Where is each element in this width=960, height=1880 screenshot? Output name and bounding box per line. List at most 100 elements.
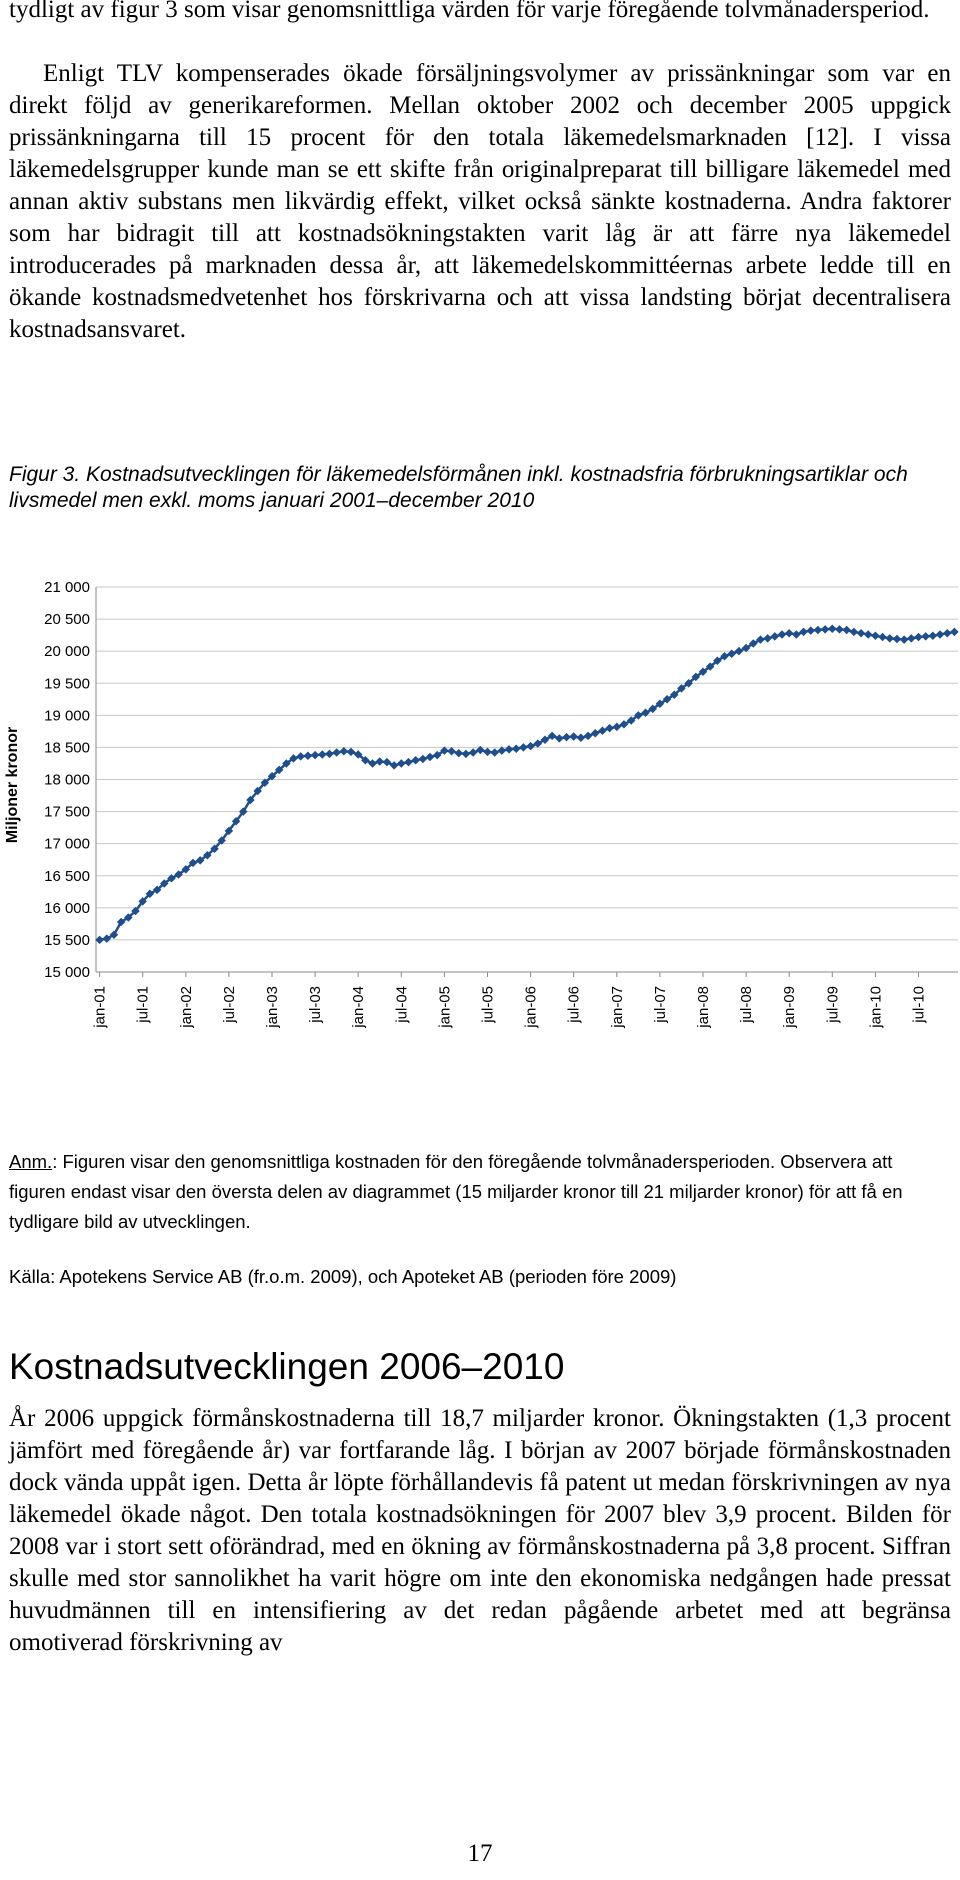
- data-point: [253, 786, 262, 796]
- x-tick-label: jan-02: [178, 986, 195, 1029]
- data-point: [404, 757, 413, 767]
- data-point: [318, 750, 327, 759]
- data-point: [167, 874, 176, 883]
- grid-lines: [96, 586, 958, 973]
- page-number: 17: [467, 1840, 493, 1867]
- data-point: [842, 625, 851, 635]
- data-point: [389, 761, 399, 770]
- data-point: [195, 856, 205, 865]
- data-point: [547, 731, 557, 741]
- data-point: [375, 757, 384, 766]
- data-point: [799, 627, 808, 637]
- data-point: [131, 906, 140, 916]
- data-point: [368, 759, 377, 768]
- data-point: [885, 634, 895, 643]
- y-tick-label: 15 000: [44, 964, 90, 981]
- axes: [95, 587, 958, 977]
- data-point: [447, 747, 456, 756]
- data-point: [504, 745, 514, 754]
- x-tick-label: jul-09: [824, 986, 841, 1024]
- data-point: [461, 749, 471, 759]
- data-point: [181, 865, 191, 874]
- data-point: [95, 935, 104, 945]
- y-axis-label: Miljoner kronor: [4, 727, 21, 843]
- note-label: Anm.: [9, 1151, 53, 1172]
- data-point: [231, 816, 241, 826]
- data-point: [942, 628, 952, 638]
- data-point: [734, 646, 744, 656]
- data-point: [418, 754, 428, 764]
- data-point: [813, 625, 823, 635]
- data-point: [576, 733, 586, 743]
- data-point: [289, 754, 298, 763]
- section-heading: Kostnadsutvecklingen 2006–2010: [9, 1346, 565, 1387]
- x-tick-label: jul-08: [738, 986, 755, 1024]
- data-point: [239, 807, 248, 816]
- data-point: [188, 858, 198, 868]
- x-tick-label: jan-04: [350, 986, 367, 1029]
- data-point: [339, 747, 349, 756]
- y-tick-label: 21 000: [44, 579, 90, 596]
- x-tick-label: jan-10: [867, 986, 884, 1029]
- data-point: [756, 635, 765, 644]
- y-tick-label: 15 500: [44, 932, 90, 949]
- y-tick-label: 17 000: [44, 836, 90, 853]
- x-tick-label: jan-01: [92, 986, 109, 1029]
- data-point: [411, 756, 420, 765]
- data-point: [763, 634, 772, 643]
- data-point: [835, 625, 844, 634]
- data-point: [483, 747, 492, 757]
- data-point: [806, 626, 815, 635]
- y-tick-labels: 15 000 15 500 16 000 16 500 17 000 17 500 18 0…: [44, 579, 90, 981]
- data-point: [497, 746, 507, 755]
- section-paragraph: År 2006 uppgick förmånskostnaderna till …: [9, 1405, 951, 1656]
- y-tick-label: 19 000: [44, 707, 90, 724]
- data-point: [562, 732, 571, 742]
- data-points: [95, 624, 959, 945]
- data-point: [583, 731, 593, 741]
- data-point: [950, 627, 959, 637]
- note-text: : Figuren visar den genomsnittliga kostn…: [9, 1151, 903, 1232]
- intro-paragraph-2: Enligt TLV kompenserades ökade försäljni…: [9, 60, 951, 343]
- x-tick-label: jul-05: [479, 986, 496, 1024]
- data-point: [792, 630, 801, 639]
- data-point: [871, 631, 880, 641]
- data-point: [432, 750, 442, 760]
- data-point: [907, 634, 916, 643]
- data-point: [468, 748, 478, 757]
- data-point: [246, 795, 255, 805]
- data-point: [878, 632, 887, 642]
- x-tick-label: jan-09: [781, 986, 798, 1029]
- figure-note: Anm.: Figuren visar den genomsnittliga k…: [9, 1147, 951, 1237]
- data-point: [598, 726, 607, 735]
- data-point: [296, 752, 305, 761]
- figure-caption: Figur 3. Kostnadsutvecklingen för läkeme…: [9, 463, 908, 512]
- x-tick-label: jan-08: [695, 986, 712, 1029]
- x-tick-label: jan-03: [264, 986, 281, 1029]
- data-point: [856, 628, 866, 638]
- data-point: [849, 627, 859, 637]
- x-tick-label: jul-04: [393, 986, 410, 1024]
- data-point: [605, 723, 614, 733]
- data-point: [770, 632, 780, 641]
- data-point: [519, 743, 528, 752]
- x-tick-labels: jan-01 jul-01 jan-02 jul-02 jan-03 jul-03 jan-…: [92, 986, 928, 1029]
- data-point: [274, 765, 284, 775]
- x-tick-label: jul-07: [652, 986, 669, 1024]
- intro-paragraph-1: tydligt av figur 3 som visar genomsnittl…: [9, 0, 930, 23]
- x-tick-label: jul-02: [221, 986, 238, 1024]
- x-tick-label: jul-10: [910, 986, 927, 1024]
- data-point: [590, 729, 600, 738]
- data-point: [677, 684, 686, 693]
- cost-chart-svg: 15 000 15 500 16 000 16 500 17 000 17 500 18 0…: [4, 579, 959, 1029]
- data-point: [346, 747, 356, 757]
- data-point: [914, 632, 923, 642]
- y-tick-label: 19 500: [44, 675, 90, 692]
- data-point: [454, 748, 464, 758]
- x-tick-label: jul-03: [307, 986, 324, 1024]
- data-point: [303, 751, 313, 761]
- data-point: [382, 757, 392, 767]
- data-point: [569, 732, 578, 741]
- data-point: [267, 772, 277, 781]
- y-tick-label: 18 500: [44, 739, 90, 756]
